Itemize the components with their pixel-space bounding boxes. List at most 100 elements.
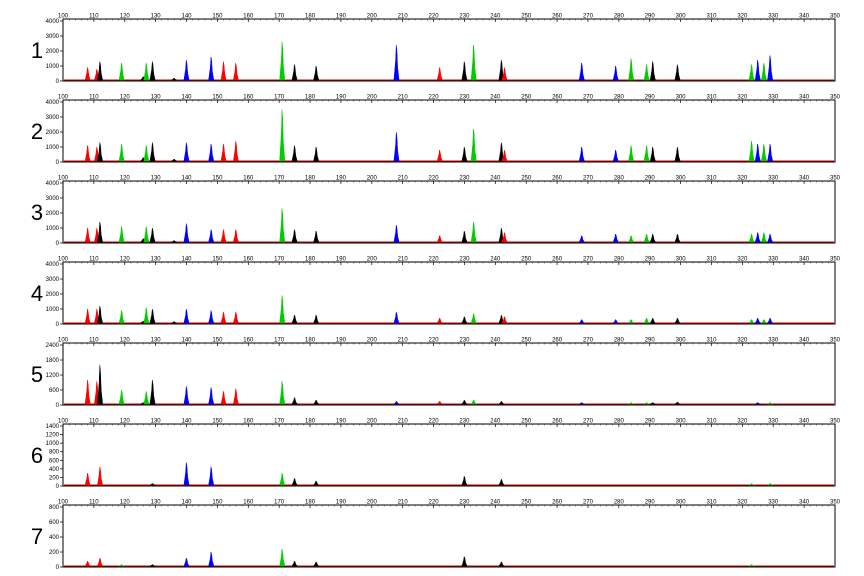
x-tick-label: 250 [521,500,532,506]
peak-blue [208,229,215,243]
x-tick-label: 260 [552,95,563,101]
peak-black [649,61,656,81]
peak-green [761,143,767,162]
peak-blue [754,317,761,324]
x-tick-label: 230 [459,338,470,344]
peak-red [84,308,91,324]
x-tick-label: 300 [676,338,687,344]
peak-green [760,319,768,324]
x-tick-label: 200 [367,338,378,344]
x-tick-label: 250 [521,14,532,20]
x-tick-label: 190 [336,419,347,425]
peak-black [498,561,505,567]
peak-green [143,145,150,162]
x-tick-label: 280 [614,257,625,263]
panel-number-label: 7 [31,524,43,549]
peak-black [97,61,103,81]
peak-black [461,315,468,324]
x-tick-label: 180 [305,338,316,344]
x-tick-label: 140 [182,338,193,344]
x-tick-label: 120 [120,338,131,344]
peak-black [97,221,103,243]
x-tick-label: 150 [212,500,223,506]
y-tick-label: 3000 [46,115,60,121]
y-tick-label: 1000 [46,441,60,447]
peak-green [279,295,286,324]
y-tick-label: 1000 [46,64,60,70]
x-tick-label: 150 [212,338,223,344]
peak-green [118,564,125,567]
panel-5: 5 100 110 120 130 140 150 160 170 180 190 200 210 220… [31,338,841,410]
x-tick-label: 350 [830,500,841,506]
peak-red [233,388,239,405]
peak-red [220,229,227,243]
peak-green [767,483,773,486]
x-tick-label: 160 [243,257,254,263]
x-tick-label: 100 [58,257,69,263]
x-tick-label: 150 [212,14,223,20]
x-tick-label: 160 [243,95,254,101]
peak-red [436,400,444,405]
y-tick-label: 400 [49,467,60,473]
x-tick-label: 170 [274,257,285,263]
x-tick-label: 100 [58,500,69,506]
peak-green [143,391,150,405]
y-tick-label: 1200 [46,433,60,439]
peak-green [628,58,635,81]
x-tick-label: 110 [89,338,99,344]
peak-black [291,314,298,324]
peak-black [149,142,156,162]
panel-number-label: 4 [31,281,43,306]
peak-red [232,311,239,324]
peak-blue [183,462,190,486]
peak-red [436,149,443,162]
x-tick-label: 130 [151,500,162,506]
y-tick-label: 1000 [46,226,60,232]
peak-green [470,44,477,81]
x-tick-label: 340 [799,500,810,506]
x-tick-label: 130 [151,257,162,263]
peak-black [313,146,320,162]
x-tick-label: 230 [459,176,470,182]
x-tick-label: 180 [305,419,316,425]
peak-black [313,399,320,405]
peak-black [674,146,681,162]
x-tick-label: 300 [676,257,687,263]
y-tick-label: 2000 [46,292,60,298]
x-tick-label: 290 [645,419,656,425]
peak-black [461,61,468,81]
x-tick-label: 240 [490,419,501,425]
y-tick-label: 0 [56,484,60,490]
peak-blue [183,59,190,81]
peak-blue [755,402,761,405]
x-tick-label: 110 [89,419,99,425]
x-tick-label: 180 [305,14,316,20]
x-tick-label: 130 [151,338,162,344]
peak-black [313,314,320,324]
x-tick-label: 350 [830,257,841,263]
peak-red [233,62,239,81]
x-tick-label: 140 [182,419,193,425]
y-tick-label: 2000 [46,49,60,55]
x-tick-label: 310 [706,14,717,20]
peak-blue [393,311,400,324]
panel-2: 2 100 110 120 130 140 150 160 170 180 190 200 210 220… [31,95,841,167]
x-tick-label: 270 [583,500,594,506]
x-tick-label: 270 [583,95,594,101]
y-tick-label: 2000 [46,211,60,217]
x-tick-label: 120 [120,419,131,425]
x-tick-label: 300 [676,14,687,20]
x-tick-label: 240 [490,176,501,182]
peak-green [643,233,650,243]
peak-black [149,308,156,324]
x-tick-label: 150 [212,419,223,425]
x-tick-label: 110 [89,500,99,506]
x-tick-label: 230 [459,257,470,263]
peak-black [149,61,156,81]
peak-blue [183,142,190,162]
peak-red [436,317,443,324]
x-tick-label: 300 [676,176,687,182]
x-tick-label: 310 [706,500,717,506]
plot-frame [62,18,836,82]
x-tick-label: 180 [305,257,316,263]
